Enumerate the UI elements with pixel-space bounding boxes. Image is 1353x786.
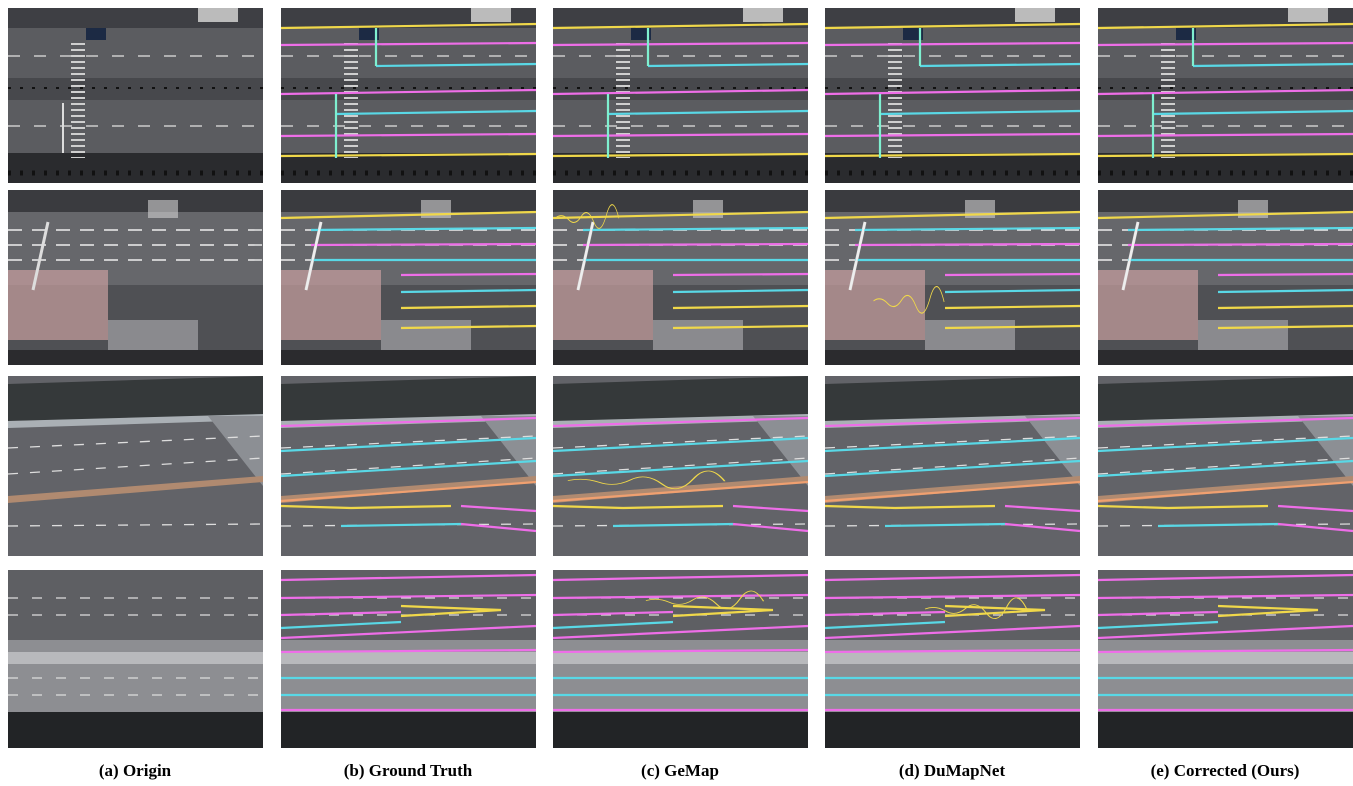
image [1098,376,1353,556]
image [281,376,536,556]
image-grid [8,8,1353,748]
caption: (d) DuMapNet [899,761,1006,780]
image [8,190,263,365]
caption: (a) Origin [99,761,172,780]
image [8,376,263,556]
caption: (e) Corrected (Ours) [1151,761,1300,780]
figure: (a) Origin (b) Ground Truth (c) GeMap (d… [0,0,1353,786]
image [553,376,808,556]
image [8,8,263,183]
page: (a) Origin (b) Ground Truth (c) GeMap (d… [0,0,1353,786]
captions: (a) Origin (b) Ground Truth (c) GeMap (d… [99,761,1300,780]
caption: (b) Ground Truth [344,761,473,780]
image [8,570,263,748]
caption: (c) GeMap [641,761,719,780]
image [825,376,1080,556]
